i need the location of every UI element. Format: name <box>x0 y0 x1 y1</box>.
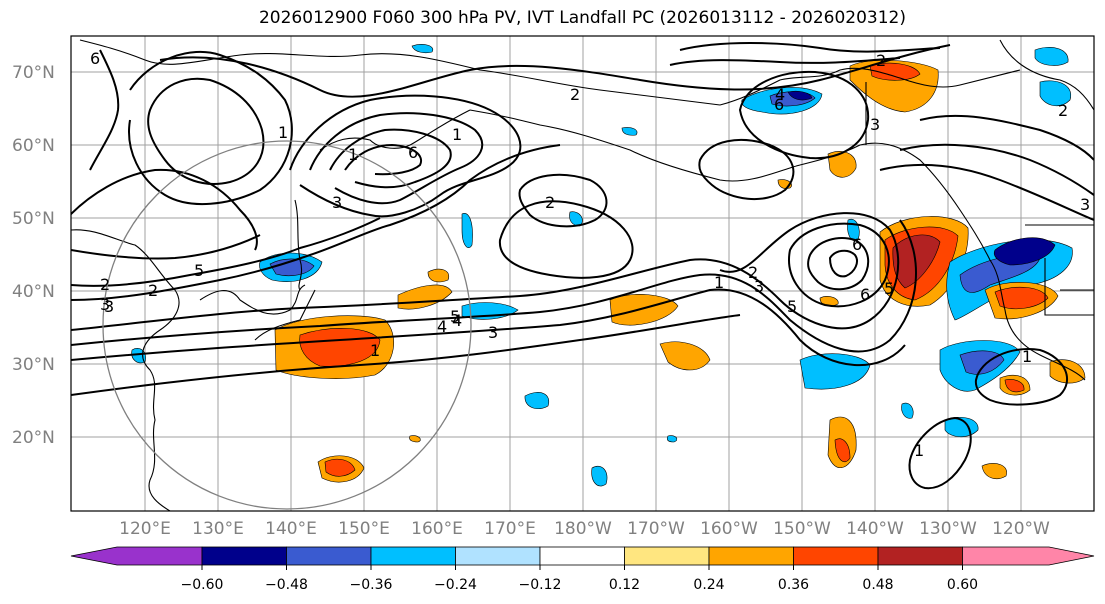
contour-label: 4 <box>437 317 447 336</box>
lon-label: 180°W <box>554 519 612 539</box>
contour-label: 4 <box>452 311 462 330</box>
contour-label: 1 <box>914 441 924 460</box>
contour-label: 1 <box>278 123 288 142</box>
latitude-labels: 70°N 60°N 50°N 40°N 30°N 20°N <box>12 63 55 448</box>
colorbar-tick-label: −0.12 <box>519 577 562 593</box>
contour-label: 2 <box>748 263 758 282</box>
contour-label: 1 <box>452 125 462 144</box>
colorbar-seg <box>708 546 794 566</box>
colorbar-seg <box>455 546 541 566</box>
colorbar-seg <box>286 546 372 566</box>
lon-label: 120°W <box>992 519 1050 539</box>
lat-label: 50°N <box>12 209 55 229</box>
contour-label: 3 <box>488 323 498 342</box>
lon-label: 160°E <box>411 519 463 539</box>
contour-label: 3 <box>332 193 342 212</box>
colorbar-tick-label: −0.48 <box>265 577 308 593</box>
contour-label: 3 <box>100 295 110 314</box>
colorbar-seg <box>201 546 287 566</box>
contour-label: 6 <box>408 143 418 162</box>
contour-label: 6 <box>852 235 862 254</box>
lon-label: 130°E <box>192 519 244 539</box>
lat-label: 70°N <box>12 63 55 83</box>
contour-label: 6 <box>860 285 870 304</box>
contour-label: 1 <box>370 341 380 360</box>
contour-label: 5 <box>787 297 797 316</box>
map-frame <box>70 35 1095 512</box>
plot-title: 2026012900 F060 300 hPa PV, IVT Landfall… <box>258 8 906 28</box>
contour-label: 5 <box>194 261 204 280</box>
colorbar-tick-label: −0.60 <box>181 577 224 593</box>
lat-label: 60°N <box>12 136 55 156</box>
lon-label: 120°E <box>119 519 171 539</box>
colorbar-tick-label: 0.48 <box>862 577 893 593</box>
contour-label: 1 <box>714 273 724 292</box>
contour-label: 5 <box>884 279 894 298</box>
colorbar-tick-label: 0.12 <box>609 577 640 593</box>
lon-label: 170°W <box>627 519 685 539</box>
lon-label: 140°E <box>265 519 317 539</box>
colorbar-tick-label: −0.36 <box>350 577 393 593</box>
contour-label: 2 <box>100 275 110 294</box>
lon-label: 160°W <box>700 519 758 539</box>
colorbar-seg <box>877 546 963 566</box>
reference-circle <box>102 140 472 510</box>
contour-label: 3 <box>1080 195 1090 214</box>
colorbar-seg <box>539 546 625 566</box>
contour-label: 5 <box>450 307 460 326</box>
lat-label: 30°N <box>12 355 55 375</box>
contour-label: 2 <box>876 51 886 70</box>
colorbar-tick-label: −0.24 <box>434 577 477 593</box>
ivt-shading <box>131 44 1086 487</box>
colorbar <box>70 546 1095 566</box>
contour-label: 2 <box>148 281 158 300</box>
longitude-labels: 120°E 130°E 140°E 150°E 160°E 170°E 180°… <box>119 519 1050 539</box>
contour-label: 3 <box>754 277 764 296</box>
lon-label: 150°E <box>338 519 390 539</box>
contour-label: 3 <box>870 115 880 134</box>
coastlines <box>71 39 1094 511</box>
contour-label: 6 <box>774 95 784 114</box>
colorbar-tick-labels: −0.60 −0.48 −0.36 −0.24 −0.12 0.12 0.24 … <box>181 577 979 593</box>
lon-label: 150°W <box>773 519 831 539</box>
contour-label: 1 <box>1022 347 1032 366</box>
lat-label: 20°N <box>12 428 55 448</box>
colorbar-ticks <box>201 565 963 570</box>
lon-label: 130°W <box>919 519 977 539</box>
colorbar-seg <box>624 546 710 566</box>
contour-label: 2 <box>1058 101 1068 120</box>
lon-label: 140°W <box>846 519 904 539</box>
colorbar-seg <box>962 546 1095 566</box>
contour-label: 2 <box>545 193 555 212</box>
colorbar-tick-label: 0.36 <box>778 577 809 593</box>
contour-label: 2 <box>570 85 580 104</box>
colorbar-seg <box>370 546 456 566</box>
lon-label: 170°E <box>484 519 536 539</box>
pv-contours <box>71 42 1094 490</box>
contour-label: 4 <box>775 85 785 104</box>
colorbar-seg <box>70 546 203 566</box>
colorbar-tick-label: 0.24 <box>693 577 724 593</box>
contour-label: 3 <box>104 297 114 316</box>
colorbar-seg <box>793 546 879 566</box>
colorbar-tick-label: 0.60 <box>947 577 978 593</box>
contour-label: 6 <box>90 49 100 68</box>
contour-labels: 6 1 2 2 1 3 6 5 3 2 4 2 1 2 3 1 3 4 5 3 … <box>90 49 1090 460</box>
contour-label: 1 <box>348 145 358 164</box>
lat-label: 40°N <box>12 282 55 302</box>
